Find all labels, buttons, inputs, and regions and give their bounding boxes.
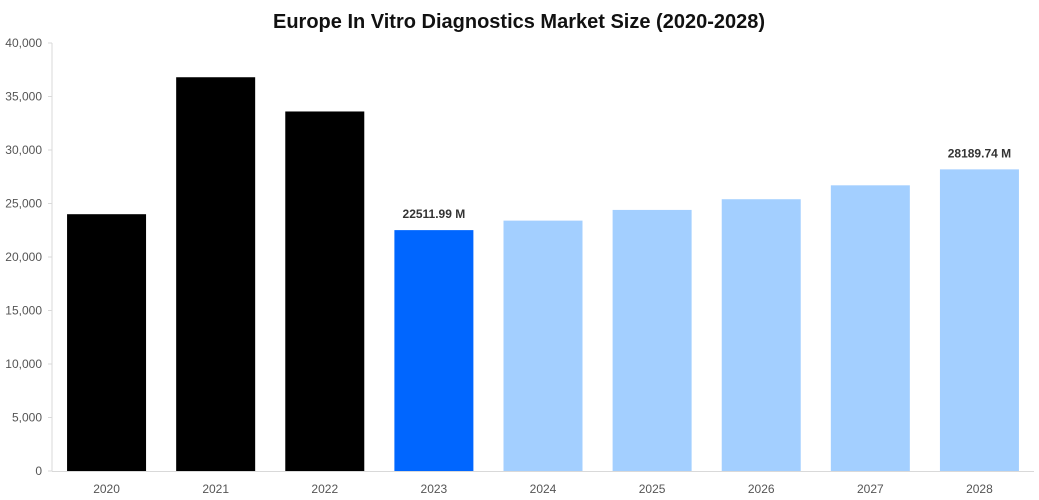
bar-2028[interactable] bbox=[939, 169, 1019, 471]
bar-2027[interactable] bbox=[830, 185, 910, 471]
x-tick-label: 2025 bbox=[639, 482, 666, 496]
bar-2020[interactable] bbox=[67, 214, 147, 471]
data-labels: 22511.99 M 28189.74 M bbox=[403, 146, 1012, 221]
y-axis: 0 5,000 10,000 15,000 20,000 25,000 30,000 35,0… bbox=[5, 36, 53, 478]
x-tick-label: 2023 bbox=[421, 482, 448, 496]
bar-2026[interactable] bbox=[721, 199, 801, 471]
x-tick-label: 2021 bbox=[202, 482, 229, 496]
bar-2021[interactable] bbox=[176, 77, 256, 472]
y-tick-label: 25,000 bbox=[5, 197, 42, 211]
y-tick-label: 5,000 bbox=[12, 411, 42, 425]
bars bbox=[67, 77, 1019, 472]
y-tick-label: 15,000 bbox=[5, 304, 42, 318]
bar-2022[interactable] bbox=[285, 111, 365, 471]
x-tick-label: 2028 bbox=[966, 482, 993, 496]
x-tick-label: 2026 bbox=[748, 482, 775, 496]
y-tick-label: 20,000 bbox=[5, 250, 42, 264]
x-tick-label: 2022 bbox=[311, 482, 338, 496]
bar-2025[interactable] bbox=[612, 209, 692, 472]
y-tick-label: 40,000 bbox=[5, 36, 42, 50]
x-tick-label: 2020 bbox=[93, 482, 120, 496]
y-tick-label: 30,000 bbox=[5, 143, 42, 157]
x-tick-label: 2027 bbox=[857, 482, 884, 496]
data-label-2023: 22511.99 M bbox=[403, 207, 466, 221]
bar-2024[interactable] bbox=[503, 220, 583, 471]
data-label-2028: 28189.74 M bbox=[948, 146, 1011, 160]
y-tick-label: 35,000 bbox=[5, 90, 42, 104]
bar-2023[interactable] bbox=[394, 230, 474, 471]
y-tick-label: 0 bbox=[35, 464, 42, 478]
x-tick-label: 2024 bbox=[530, 482, 557, 496]
chart-title: Europe In Vitro Diagnostics Market Size … bbox=[273, 11, 765, 33]
x-axis: 2020 2021 2022 2023 2024 2025 2026 2027 2028 bbox=[52, 471, 1034, 496]
y-tick-label: 10,000 bbox=[5, 357, 42, 371]
